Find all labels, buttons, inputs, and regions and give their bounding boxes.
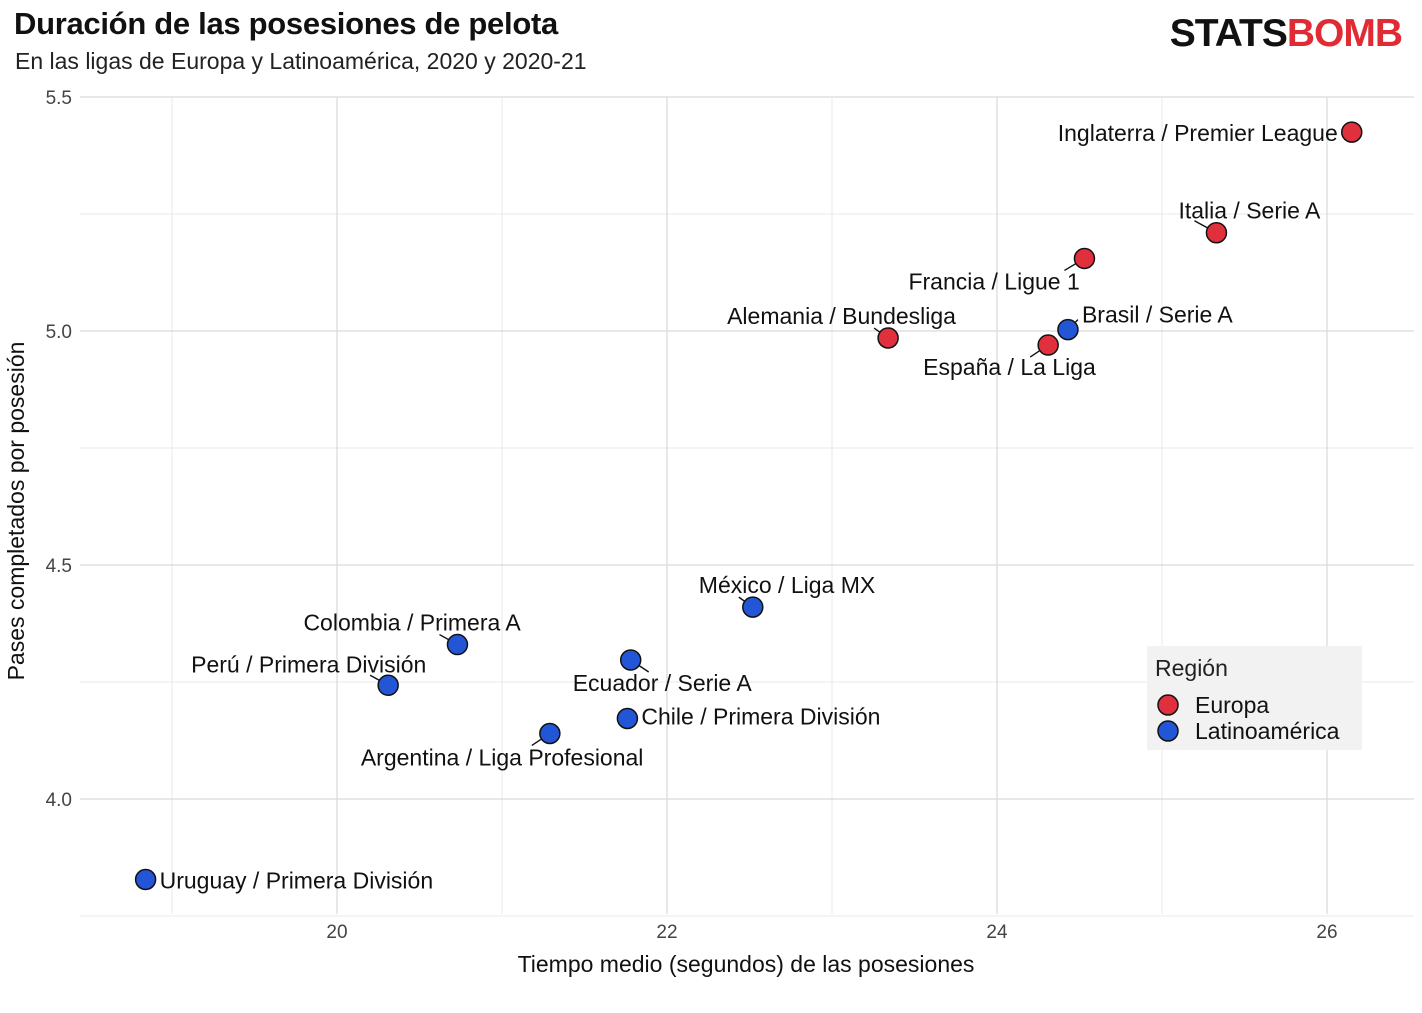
axis-ticks: 20 22 24 26 4.0 4.5 5.0 5.5	[46, 88, 1338, 943]
y-tick-label: 5.5	[46, 88, 72, 109]
x-axis-title: Tiempo medio (segundos) de las posesione…	[518, 951, 975, 977]
y-axis-title: Pases completados por posesión	[3, 342, 29, 681]
y-tick-label: 4.0	[46, 790, 72, 811]
data-point	[1073, 247, 1096, 270]
point-label: Argentina / Liga Profesional	[361, 744, 644, 770]
data-point	[539, 722, 561, 745]
data-point	[1057, 318, 1079, 341]
point-label: Alemania / Bundesliga	[727, 303, 956, 329]
data-point	[446, 633, 469, 656]
legend-title: Región	[1155, 655, 1228, 681]
data-point	[377, 674, 399, 697]
point-label: Chile / Primera División	[641, 704, 880, 730]
data-point	[134, 868, 157, 891]
data-point	[619, 649, 642, 671]
label-leader-lines	[369, 220, 1217, 747]
data-point	[1205, 221, 1228, 244]
logo-part-bomb: BOMB	[1286, 12, 1403, 55]
legend-background	[1147, 646, 1362, 750]
point-labels: Inglaterra / Premier League Italia / Seri…	[160, 120, 1338, 893]
chart-subtitle: En las ligas de Europa y Latinoamérica, …	[15, 48, 587, 74]
point-label: Ecuador / Serie A	[573, 670, 753, 696]
y-tick-label: 4.5	[46, 556, 72, 577]
legend-label-latinoamerica: Latinoamérica	[1195, 718, 1340, 744]
legend: Región Europa Latinoamérica	[1147, 646, 1362, 750]
data-point	[616, 707, 639, 730]
data-point	[742, 596, 764, 618]
x-tick-label: 24	[986, 922, 1008, 943]
point-label: Colombia / Primera A	[303, 610, 521, 636]
data-point	[1037, 334, 1059, 356]
x-tick-label: 20	[326, 922, 347, 943]
point-label: Inglaterra / Premier League	[1058, 120, 1338, 146]
legend-label-europa: Europa	[1195, 692, 1269, 718]
point-label: Perú / Primera División	[191, 651, 426, 677]
legend-marker-latinoamerica	[1157, 720, 1179, 742]
point-label: Italia / Serie A	[1178, 198, 1321, 224]
chart-title: Duración de las posesiones de pelota	[14, 6, 558, 41]
point-label: España / La Liga	[923, 354, 1096, 380]
point-label: Uruguay / Primera División	[160, 867, 434, 893]
logo-part-stats: STATS	[1169, 12, 1288, 55]
point-label: Brasil / Serie A	[1082, 302, 1233, 328]
point-label: México / Liga MX	[699, 572, 875, 598]
grid-lines	[80, 96, 1414, 917]
point-label: Francia / Ligue 1	[908, 268, 1079, 294]
data-points	[134, 121, 1363, 891]
y-tick-label: 5.0	[46, 322, 72, 343]
data-point	[1341, 121, 1363, 143]
legend-marker-europa	[1157, 694, 1179, 716]
x-tick-label: 26	[1316, 922, 1337, 943]
data-point	[877, 327, 899, 349]
statsbomb-logo: STATSBOMB	[1169, 12, 1403, 56]
x-tick-label: 22	[656, 922, 677, 943]
